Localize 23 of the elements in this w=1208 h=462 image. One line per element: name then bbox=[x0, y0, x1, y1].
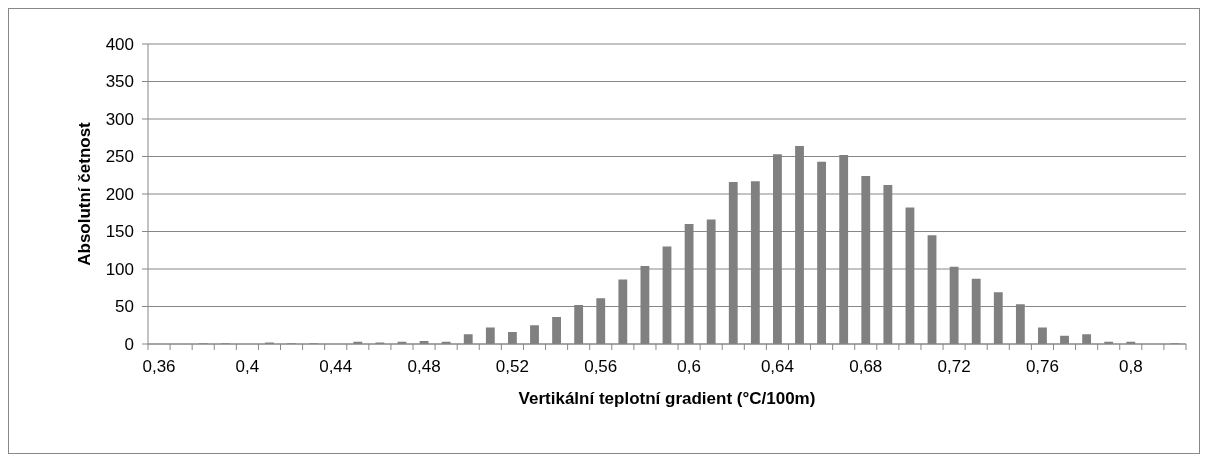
y-tick-label: 350 bbox=[105, 72, 134, 92]
x-tick-label: 0,44 bbox=[319, 357, 353, 376]
x-tick-label: 0,52 bbox=[495, 357, 529, 376]
x-tick-label: 0,56 bbox=[584, 357, 618, 376]
x-tick-label: 0,6 bbox=[677, 357, 701, 376]
x-tick-label: 0,64 bbox=[760, 357, 794, 376]
y-tick-label: 50 bbox=[115, 297, 134, 317]
x-tick-label: 0,48 bbox=[407, 357, 441, 376]
x-tick-label: 0,76 bbox=[1025, 357, 1059, 376]
y-axis-title: Absolutní četnost bbox=[75, 121, 94, 266]
y-tick-label: 200 bbox=[105, 184, 134, 204]
x-tick-label: 0,36 bbox=[142, 357, 176, 376]
y-tick-label: 0 bbox=[124, 334, 134, 354]
x-tick-label: 0,72 bbox=[937, 357, 971, 376]
x-tick-label: 0,68 bbox=[849, 357, 883, 376]
x-tick-label: 0,8 bbox=[1118, 357, 1143, 376]
y-tick-label: 250 bbox=[105, 147, 134, 167]
y-tick-label: 400 bbox=[105, 34, 134, 54]
x-tick-label: 0,4 bbox=[235, 357, 260, 376]
y-tick-label: 300 bbox=[105, 109, 134, 129]
x-axis-title: Vertikální teplotní gradient (°C/100m) bbox=[518, 389, 816, 408]
y-tick-label: 100 bbox=[105, 259, 134, 279]
y-tick-label: 150 bbox=[105, 222, 134, 242]
